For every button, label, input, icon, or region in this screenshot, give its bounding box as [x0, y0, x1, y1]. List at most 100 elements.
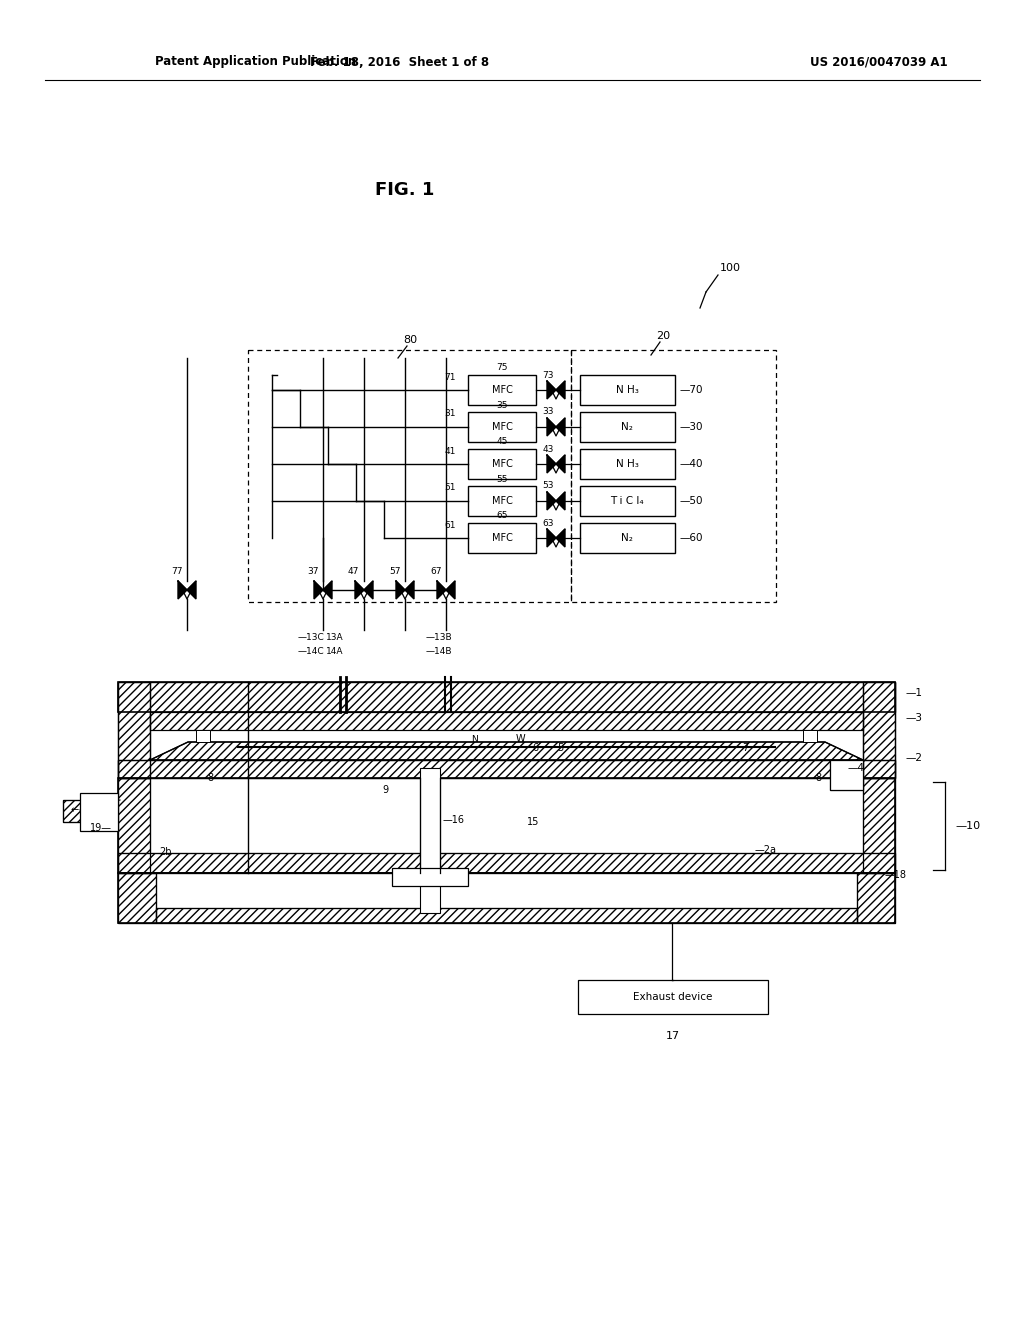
Text: 80: 80	[402, 335, 417, 345]
Text: W: W	[515, 734, 525, 744]
Text: 13A: 13A	[326, 634, 344, 643]
Bar	[468, 375, 536, 405]
Polygon shape	[547, 381, 556, 399]
Bar	[118, 682, 895, 711]
Bar	[830, 760, 863, 789]
Polygon shape	[556, 455, 565, 473]
Polygon shape	[437, 581, 446, 599]
Text: MFC: MFC	[492, 533, 512, 543]
Text: MFC: MFC	[492, 422, 512, 432]
Polygon shape	[323, 581, 332, 599]
Polygon shape	[364, 581, 373, 599]
Text: —13B: —13B	[426, 634, 453, 643]
Text: N H₃: N H₃	[615, 385, 638, 395]
Bar	[580, 375, 675, 405]
Polygon shape	[396, 581, 406, 599]
Bar	[118, 873, 895, 923]
Text: 43: 43	[543, 445, 554, 454]
Bar	[156, 908, 857, 923]
Bar	[578, 979, 768, 1014]
Text: 100: 100	[720, 263, 741, 273]
Text: —16: —16	[443, 814, 465, 825]
Text: 41: 41	[444, 446, 456, 455]
Text: 71: 71	[444, 372, 456, 381]
Text: 2b: 2b	[159, 847, 171, 857]
Text: 15: 15	[526, 817, 540, 828]
Polygon shape	[556, 529, 565, 546]
Polygon shape	[178, 581, 187, 599]
Bar	[248, 350, 571, 602]
Bar	[392, 869, 468, 886]
Bar	[118, 682, 150, 777]
Bar	[863, 682, 895, 777]
Polygon shape	[446, 581, 455, 599]
Text: N₂: N₂	[622, 533, 633, 543]
Bar	[580, 486, 675, 516]
Polygon shape	[355, 581, 364, 599]
Text: ←: ←	[71, 805, 79, 814]
Text: 33: 33	[543, 408, 554, 417]
Text: —2: —2	[905, 752, 922, 763]
Text: N₂: N₂	[622, 422, 633, 432]
Bar	[118, 853, 895, 873]
Text: 8: 8	[207, 774, 213, 783]
Text: —60: —60	[680, 533, 703, 543]
Bar	[420, 768, 440, 913]
Text: 57: 57	[389, 568, 400, 577]
Text: 35: 35	[497, 400, 508, 409]
Text: N H₃: N H₃	[615, 459, 638, 469]
Text: 47: 47	[348, 568, 359, 577]
Text: Patent Application Publication: Patent Application Publication	[155, 55, 356, 69]
Text: 65: 65	[497, 511, 508, 520]
Text: —14B: —14B	[426, 648, 453, 656]
Text: 51: 51	[444, 483, 456, 492]
Bar	[118, 873, 156, 923]
Text: FIG. 1: FIG. 1	[376, 181, 434, 199]
Polygon shape	[547, 418, 556, 436]
Text: 67: 67	[430, 568, 441, 577]
Text: 20: 20	[656, 331, 670, 341]
Text: 61: 61	[444, 520, 456, 529]
Text: 9: 9	[382, 785, 388, 795]
Polygon shape	[556, 492, 565, 510]
Text: 55: 55	[497, 474, 508, 483]
Bar	[863, 777, 895, 873]
Text: 53: 53	[543, 482, 554, 491]
Bar	[857, 873, 895, 923]
Bar	[80, 793, 118, 832]
Text: 75: 75	[497, 363, 508, 372]
Bar	[468, 523, 536, 553]
Text: 77: 77	[171, 568, 182, 577]
Polygon shape	[556, 381, 565, 399]
Text: 19—: 19—	[90, 822, 112, 833]
Bar	[118, 682, 895, 711]
Bar	[156, 908, 857, 923]
Polygon shape	[547, 529, 556, 546]
Text: Exhaust device: Exhaust device	[633, 993, 713, 1002]
Polygon shape	[556, 418, 565, 436]
Text: —13C: —13C	[298, 634, 325, 643]
Text: T i C l₄: T i C l₄	[610, 496, 644, 506]
Bar	[63, 800, 83, 822]
Text: —70: —70	[680, 385, 703, 395]
Bar	[150, 711, 863, 730]
Text: 63: 63	[543, 519, 554, 528]
Text: —18: —18	[885, 870, 907, 880]
Bar	[468, 486, 536, 516]
Text: —2a: —2a	[755, 845, 777, 855]
Text: Feb. 18, 2016  Sheet 1 of 8: Feb. 18, 2016 Sheet 1 of 8	[310, 55, 489, 69]
Text: —3: —3	[905, 713, 922, 723]
Text: MFC: MFC	[492, 385, 512, 395]
Bar	[196, 730, 210, 742]
Bar	[863, 682, 895, 777]
Bar	[468, 449, 536, 479]
Text: —4: —4	[848, 763, 865, 774]
Bar	[118, 760, 895, 777]
Polygon shape	[187, 581, 196, 599]
Bar	[118, 777, 150, 873]
Bar	[150, 711, 863, 730]
Bar	[118, 777, 150, 873]
Text: 5: 5	[557, 743, 563, 752]
Text: MFC: MFC	[492, 496, 512, 506]
Bar	[118, 777, 895, 873]
